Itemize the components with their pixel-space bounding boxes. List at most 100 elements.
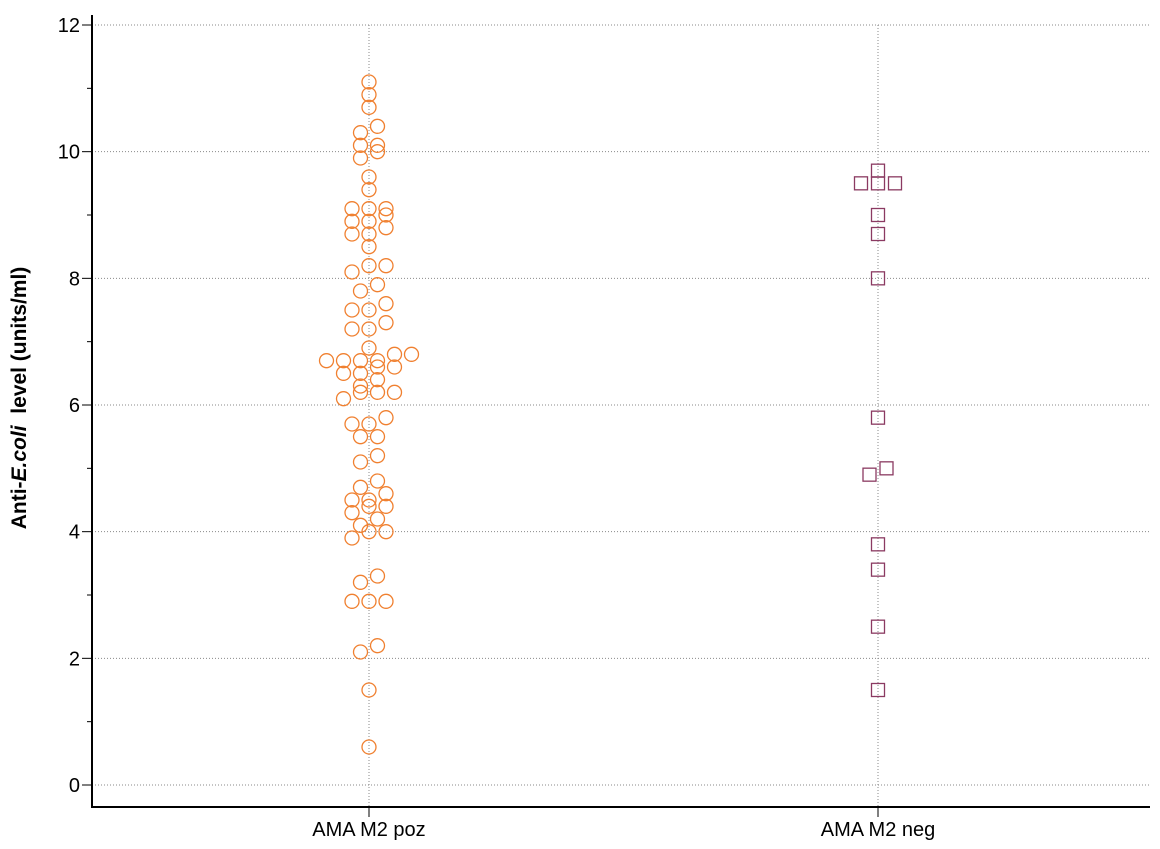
data-point-circle [352,454,369,470]
data-point-circle [335,353,352,369]
data-point-circle [344,321,360,337]
data-point-circle [369,372,386,388]
data-point-circle [352,384,369,400]
data-point-square [887,176,903,191]
data-point-circle [352,365,369,381]
data-point-circle [378,258,394,274]
data-point-square [862,467,877,482]
data-point-circle [361,492,377,508]
data-point-circle [344,530,360,546]
data-point-circle [369,568,386,584]
data-point-circle [361,182,377,198]
data-point-circle [361,321,377,337]
data-point-circle [361,169,377,185]
data-point-circle [344,492,360,508]
data-point-circle [369,473,386,489]
data-point-circle [369,137,386,153]
data-point-square [870,271,886,286]
data-point-square [870,619,886,634]
y-tick-label: 2 [69,648,80,670]
data-point-circle [361,87,377,103]
data-point-circle [361,258,377,274]
data-point-circle [352,574,369,590]
data-point-circle [378,498,394,514]
data-point-circle [335,365,352,381]
x-category-label: AMA M2 neg [821,819,936,841]
y-axis-label: Anti-E.coli level (units/ml) [8,267,31,530]
data-point-square [870,410,886,425]
axis-layer: 0 2 4 6 8 10 12 AMA M2 poz AMA M2 neg [58,15,1150,841]
data-point-square [870,207,886,223]
data-point-circle [361,74,377,90]
data-point-circle [352,125,369,141]
data-point-square [870,226,886,242]
data-point-circle [378,486,394,502]
data-point-circle [378,593,394,609]
data-point-circle [378,296,394,312]
data-point-circle [352,644,369,660]
data-point-circle [335,391,352,407]
data-point-circle [318,353,335,369]
data-point-circle [361,498,377,514]
data-point-circle [386,359,403,375]
data-point-circle [403,346,420,362]
data-point-square [870,562,886,577]
data-point-square [879,461,894,476]
data-point-circle [352,429,369,445]
data-point-circle [344,213,360,229]
data-point-circle [352,479,369,495]
data-point-circle [352,150,369,166]
data-point-circle [361,226,377,242]
data-point-circle [361,524,377,540]
data-point-circle [369,359,386,375]
data-point-circle [361,739,377,755]
data-point-circle [369,353,386,369]
grid-layer [92,24,1150,807]
y-axis-label-prefix: Anti- [8,481,31,529]
x-category-label: AMA M2 poz [312,819,425,841]
data-point-circle [361,593,377,609]
data-point-circle [378,524,394,540]
data-point-circle [369,144,386,160]
data-point-circle [361,201,377,217]
data-point-square [853,176,869,191]
data-point-circle [378,410,394,426]
data-point-circle [344,302,360,318]
data-point-circle [369,448,386,464]
data-point-circle [344,505,360,521]
data-point-circle [361,99,377,115]
y-tick-label: 8 [69,268,80,290]
y-axis-label-italic: E.coli [8,424,31,481]
data-point-circle [386,384,403,400]
data-point-square [870,682,886,698]
data-point-circle [369,429,386,445]
points-layer [318,74,903,755]
y-tick-label: 12 [58,15,80,37]
data-point-circle [361,340,377,356]
data-point-circle [378,315,394,331]
data-point-circle [361,239,377,255]
y-tick-label: 10 [58,142,80,164]
y-tick-label: 6 [69,395,80,417]
data-point-circle [361,416,377,432]
data-point-circle [344,201,360,217]
data-point-circle [361,213,377,229]
data-point-square [870,537,886,552]
y-axis-label-suffix: level (units/ml) [8,267,31,426]
data-point-circle [369,638,386,654]
data-point-circle [369,384,386,400]
y-tick-label: 0 [69,775,80,797]
data-point-circle [352,283,369,299]
data-point-circle [352,137,369,153]
data-point-square [870,176,886,191]
data-point-circle [369,511,386,527]
data-point-circle [344,226,360,242]
data-point-circle [352,378,369,394]
data-point-circle [378,201,394,217]
data-point-circle [386,346,403,362]
data-point-circle [361,682,377,698]
data-point-circle [378,207,394,223]
data-point-circle [369,277,386,293]
